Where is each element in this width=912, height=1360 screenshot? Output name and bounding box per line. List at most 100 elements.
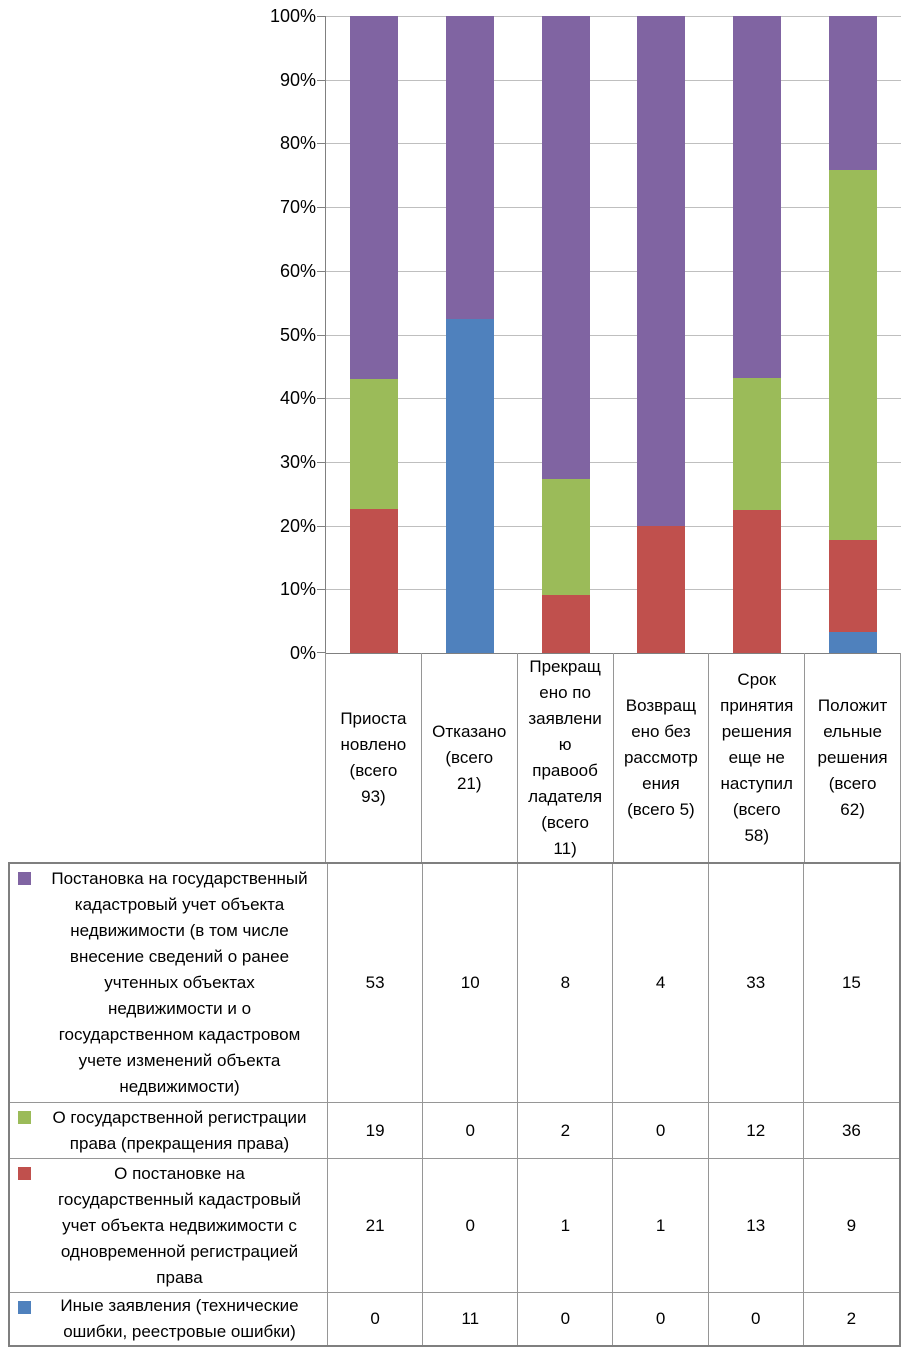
- category-label: Положит ельные решения (всего 62): [805, 653, 901, 862]
- y-axis-tick: [317, 652, 325, 653]
- legend-item-red: О постановке на государственный кадастро…: [10, 1159, 328, 1293]
- bar-segment: [541, 479, 590, 596]
- category-label: Срок принятия решения еще не наступил (в…: [709, 653, 806, 862]
- bar-column: [637, 16, 686, 653]
- y-axis-label: 20%: [279, 515, 316, 536]
- gridline: [326, 16, 901, 17]
- table-cell: 9: [803, 1159, 899, 1293]
- legend-label: О государственной регистрации права (пре…: [52, 1107, 307, 1153]
- bar-segment: [445, 16, 494, 320]
- y-axis-tick: [317, 271, 325, 272]
- table-cell: 13: [708, 1159, 804, 1293]
- bar-segment: [349, 16, 398, 380]
- gridline: [326, 462, 901, 463]
- legend-label: Иные заявления (технические ошибки, реес…: [60, 1296, 299, 1341]
- bar-segment: [733, 510, 782, 653]
- bar-segment: [349, 509, 398, 653]
- category-label: Возвращ ено без рассмотр ения (всего 5): [614, 653, 710, 862]
- bar-column: [829, 16, 878, 653]
- y-axis-label: 80%: [279, 133, 316, 154]
- table-cell: 0: [423, 1159, 519, 1293]
- table-cell: 15: [803, 864, 899, 1103]
- table-cell: 53: [328, 864, 424, 1103]
- legend-key-blue-icon: [18, 1301, 31, 1314]
- bar-segment: [733, 16, 782, 379]
- category-label: Отказано (всего 21): [422, 653, 518, 862]
- legend-key-green-icon: [18, 1111, 31, 1124]
- table-cell: 0: [613, 1103, 709, 1159]
- bar-segment: [349, 379, 398, 510]
- table-cell: 2: [846, 1309, 857, 1328]
- bar-column: [541, 16, 590, 653]
- bar-segment: [829, 170, 878, 540]
- gridline: [326, 80, 901, 81]
- y-axis-tick: [317, 398, 325, 399]
- bar-segment: [637, 16, 686, 526]
- y-axis-label: 90%: [279, 69, 316, 90]
- y-axis-label: 10%: [279, 579, 316, 600]
- y-axis-tick: [317, 589, 325, 590]
- bar-column: [349, 16, 398, 653]
- legend-item-green: О государственной регистрации права (пре…: [10, 1103, 328, 1159]
- table-cell: 8: [518, 864, 614, 1103]
- y-axis-label: 30%: [279, 451, 316, 472]
- y-axis-label: 100%: [269, 6, 316, 26]
- y-axis-tick: [317, 143, 325, 144]
- bar-segment: [541, 16, 590, 480]
- y-axis-tick: [317, 462, 325, 463]
- table-cell: 0: [709, 1293, 804, 1345]
- category-label: Прекращ ено по заявлени ю правооб ладате…: [518, 653, 614, 862]
- y-axis-label: 60%: [279, 260, 316, 281]
- table-cell: 0: [613, 1293, 709, 1345]
- table-cell: 11: [423, 1293, 519, 1345]
- gridline: [326, 398, 901, 399]
- legend-item-blue: Иные заявления (технические ошибки, реес…: [10, 1293, 328, 1345]
- bar-segment: [445, 319, 494, 653]
- table-cell: 10: [423, 864, 519, 1103]
- gridline: [326, 335, 901, 336]
- y-axis-label: 70%: [279, 197, 316, 218]
- y-axis-label: 0%: [289, 643, 316, 663]
- table-cell: 1: [518, 1159, 614, 1293]
- gridline: [326, 143, 901, 144]
- bar-segment: [829, 632, 878, 653]
- table-cell: 0: [328, 1293, 424, 1345]
- data-table: Постановка на государственный кадастровы…: [8, 862, 901, 1347]
- legend-label: Постановка на государственный кадастровы…: [51, 869, 308, 1096]
- gridline: [326, 526, 901, 527]
- category-label: Приоста новлено (всего 93): [326, 653, 422, 862]
- y-axis-label: 40%: [279, 388, 316, 409]
- y-axis-tick: [317, 207, 325, 208]
- table-cell: 0: [423, 1103, 519, 1159]
- bar-segment: [541, 595, 590, 653]
- gridline: [326, 589, 901, 590]
- table-cell: 33: [708, 864, 804, 1103]
- table-cell: 19: [328, 1103, 424, 1159]
- bar-segment: [733, 378, 782, 511]
- y-axis-tick: [317, 16, 325, 17]
- table-cell: 21: [328, 1159, 424, 1293]
- legend-key-purple-icon: [18, 872, 31, 885]
- legend-key-red-icon: [18, 1167, 31, 1180]
- y-axis-tick: [317, 80, 325, 81]
- table-cell: 4: [613, 864, 709, 1103]
- y-axis-tick: [317, 335, 325, 336]
- table-cell: 2: [518, 1103, 614, 1159]
- y-axis-label: 50%: [279, 324, 316, 345]
- bar-segment: [637, 525, 686, 653]
- category-axis-row: Приоста новлено (всего 93) Отказано (всег…: [325, 653, 901, 862]
- bar-column: [445, 16, 494, 653]
- gridline: [326, 207, 901, 208]
- plot-area: [317, 16, 901, 654]
- bar-segment: [829, 16, 878, 171]
- legend-label: О постановке на государственный кадастро…: [58, 1163, 301, 1287]
- gridline: [326, 271, 901, 272]
- table-cell: 12: [708, 1103, 804, 1159]
- table-cell: 36: [803, 1103, 899, 1159]
- table-cell: 1: [613, 1159, 709, 1293]
- bar-segment: [829, 540, 878, 633]
- table-cell: 0: [518, 1293, 614, 1345]
- bar-column: [733, 16, 782, 653]
- legend-item-purple: Постановка на государственный кадастровы…: [10, 864, 328, 1103]
